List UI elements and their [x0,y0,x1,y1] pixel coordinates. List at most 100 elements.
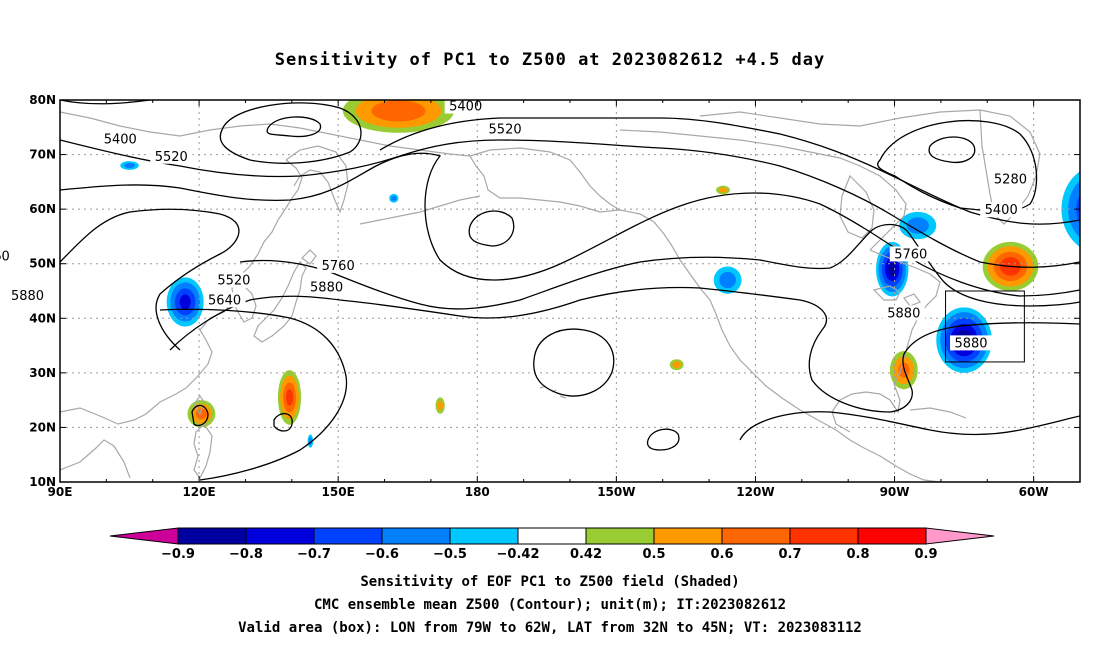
coastline-southeast-asia [60,439,131,479]
contour-label: 5400 [99,131,142,147]
contour-label-bg [444,98,487,114]
contour-label: 5760 [317,257,360,274]
shaded-contour-band [123,162,136,169]
contour-label: 5760 [889,246,932,262]
z500-contours [60,100,1080,481]
contour-5280-low [928,136,976,164]
contour-label: 5520 [484,121,527,137]
colorbar-tick-label: 0.5 [642,547,665,562]
shaded-contour-band [179,294,191,310]
valid-area-box [945,290,1025,363]
contour-label-text: 5880 [11,289,44,304]
contour-label: 5520 [150,148,193,165]
shaded-region [1085,362,1100,417]
contour-label-text: 5400 [449,100,482,115]
colorbar-tick-label: −0.9 [161,547,195,562]
contour-label-bg [305,279,348,295]
caption-line-1: Sensitivity of EOF PC1 to Z500 field (Sh… [360,574,740,590]
contour-label-bg [317,257,360,273]
contour-label-bg [889,246,932,262]
shaded-region [435,397,445,414]
shaded-region [120,161,139,170]
shaded-contour-band [672,361,681,368]
contour-atlantic [739,411,1080,441]
coastline-arctic-canada [619,129,907,251]
shaded-contour-band [1089,367,1100,411]
contour-small-low [646,428,680,451]
shaded-region [166,277,204,327]
contour-5400-baffin [877,119,1038,214]
shaded-contour-band [888,262,897,276]
shaded-contour-band [437,400,443,411]
contour-label-text: 5760 [894,247,927,262]
lon-label: 90E [48,485,73,499]
colorbar-swatch [585,527,655,545]
shaded-contour-band [286,389,293,406]
coastline-gulf [831,383,901,433]
contour-label-text: 5880 [954,336,987,351]
contour-label-text: 5760 [322,259,355,274]
colorbar: −0.9 −0.8 −0.7 −0.6 −0.5 −0.42 0.42 0.5 0.6 0.7 0.… [109,527,995,562]
colorbar-swatch [721,527,791,545]
contour-aleutian-high [468,210,515,247]
graticule [60,100,1080,482]
contour-western-pacific-high [273,413,293,432]
colorbar-tick-label: 0.9 [914,547,937,562]
contour-label-bg [882,305,925,321]
contour-5520 [60,139,1080,268]
shaded-region [716,185,730,195]
contour-label: 5400 [444,98,487,115]
colorbar-swatch [381,527,451,545]
colorbar-high-extension [925,527,995,545]
shaded-contour-band [1095,374,1100,404]
coastline-hokkaido [301,249,317,265]
shaded-contour-band [718,187,728,193]
map-background [60,100,1080,482]
sensitivity-shading [120,100,1100,448]
shaded-region [713,266,742,294]
contour-label-bg [484,121,527,137]
contour-5760-main [239,223,1080,310]
colorbar-swatch [789,527,859,545]
contour-label: 5400 [980,202,1023,218]
coastline-taiwan [193,394,205,416]
lat-label: 60N [29,202,56,216]
contour-label-text: 5520 [489,122,522,137]
contour-label: 5880 [305,279,348,296]
contour-label: 5280 [989,171,1032,188]
shaded-region [342,100,455,133]
contour-label-bg [203,292,246,308]
contour-label-text: 5520 [217,274,250,289]
caption-line-3: Valid area (box): LON from 79W to 62W, L… [238,620,862,636]
colorbar-swatch [313,527,383,545]
shaded-contour-band [1085,193,1100,226]
contour-label-bg [150,148,193,164]
contour-label-text: 5280 [994,173,1027,188]
shaded-contour-band [1085,362,1100,417]
coastline-arctic-islands [699,109,981,127]
shaded-region [669,359,684,371]
lon-label: 180 [465,485,490,499]
coastline-central-america [863,447,941,482]
colorbar-tick-label: −0.7 [297,547,331,562]
colorbar-swatch [177,527,247,545]
contour-label-bg [950,335,993,351]
colorbar-swatch [857,527,927,545]
colorbar-tick-label: 0.6 [710,547,733,562]
contour-5880-south [159,308,348,481]
lon-label: 60W [1019,485,1049,499]
contour-label-bg [212,272,255,288]
lat-label: 70N [29,148,56,162]
colorbar-tick-label: −0.8 [229,547,263,562]
contour-label: 5520 [212,272,255,289]
colorbar-low-extension [109,527,179,545]
coastline-hudson-bay [839,174,875,239]
lat-label: 40N [29,311,56,325]
colorbar-swatch [449,527,519,545]
contour-label-bg [989,171,1032,187]
lat-label: 80N [29,93,56,107]
contour-siberia-inner [266,116,322,138]
contour-label-bg [99,131,142,147]
shaded-region [899,211,937,240]
